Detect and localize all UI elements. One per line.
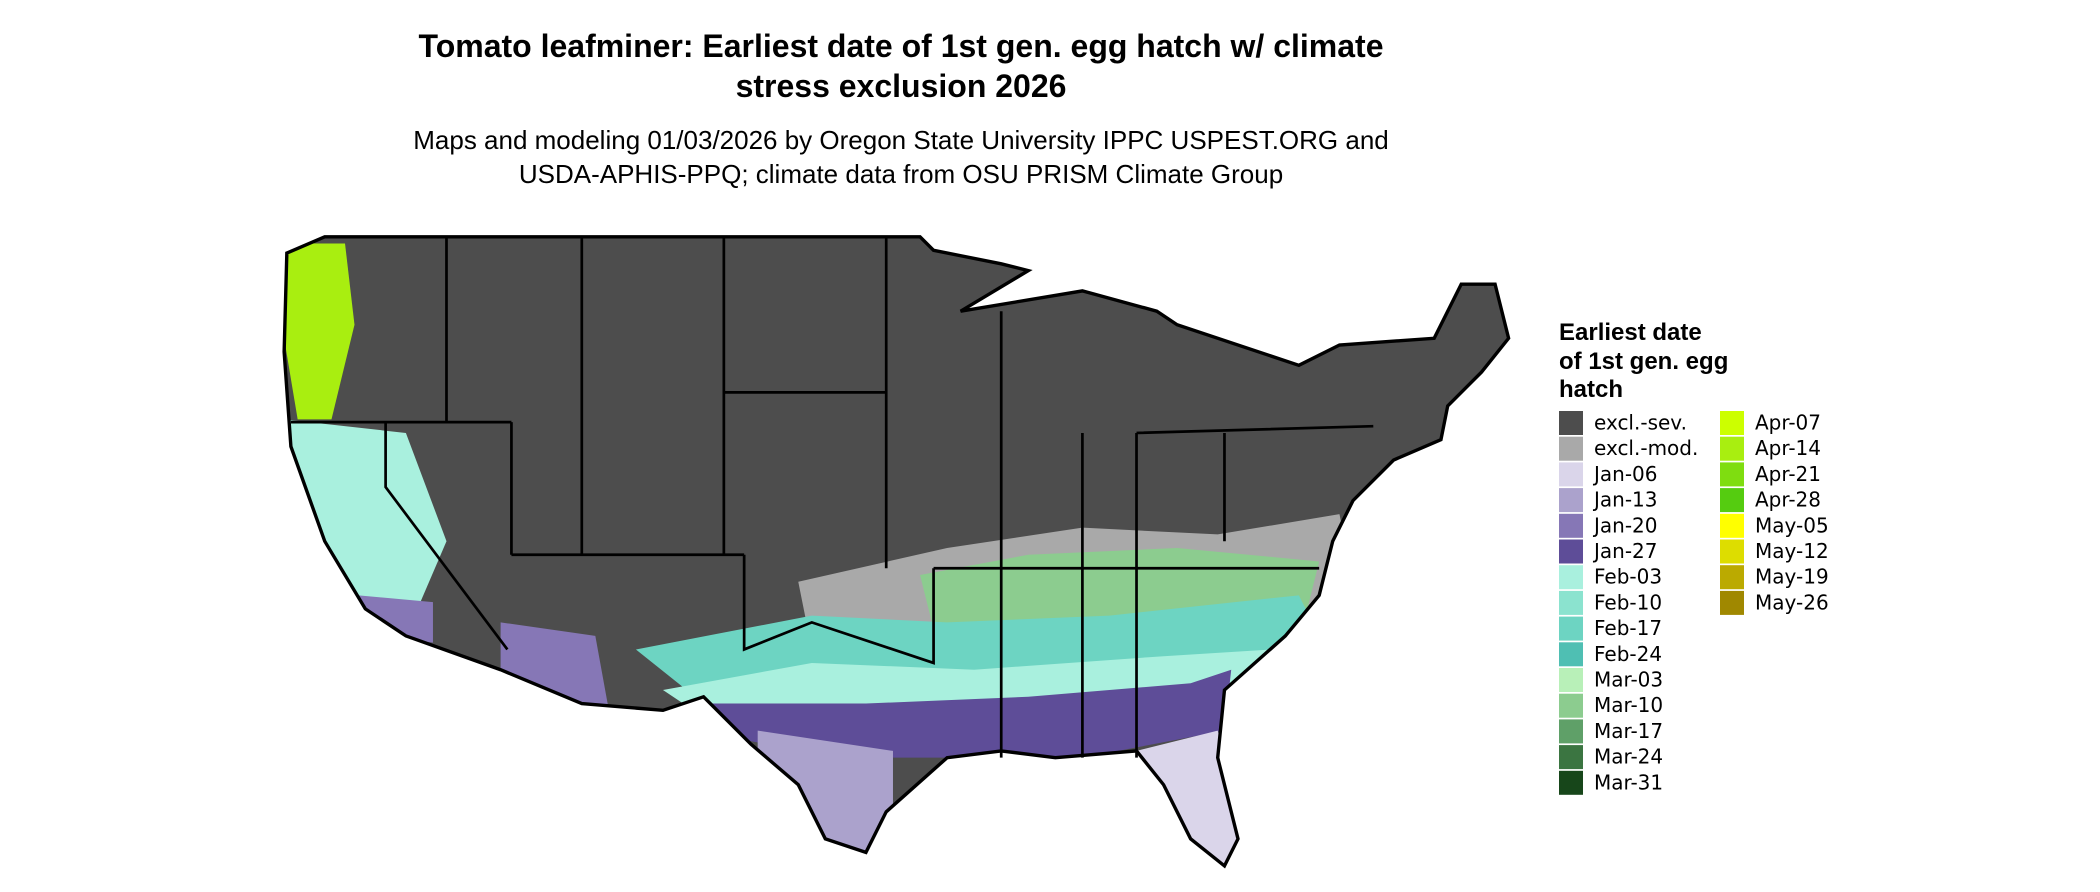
legend-swatch xyxy=(1720,590,1744,615)
legend-swatch xyxy=(1720,539,1744,564)
legend-label: Apr-21 xyxy=(1755,462,1821,486)
legend-label: Feb-10 xyxy=(1594,590,1662,614)
legend-swatch xyxy=(1559,565,1583,590)
legend-label: Jan-20 xyxy=(1592,513,1658,537)
legend-label: Jan-06 xyxy=(1592,462,1658,486)
legend-swatch xyxy=(1559,693,1583,718)
legend-label: excl.-sev. xyxy=(1594,411,1687,435)
legend-label: May-19 xyxy=(1755,565,1829,589)
legend-swatch xyxy=(1559,539,1583,564)
legend-label: Jan-27 xyxy=(1592,539,1658,563)
subtitle-line: USDA-APHIS-PPQ; climate data from OSU PR… xyxy=(519,159,1283,189)
title-line: Tomato leafminer: Earliest date of 1st g… xyxy=(419,28,1384,64)
legend-label: Mar-17 xyxy=(1594,719,1663,743)
legend-swatch xyxy=(1559,462,1583,487)
legend-label: Mar-24 xyxy=(1594,745,1663,769)
legend-label: Feb-03 xyxy=(1594,565,1662,589)
map xyxy=(282,235,1511,869)
legend-swatch xyxy=(1559,513,1583,538)
legend-swatch xyxy=(1559,719,1583,744)
legend-swatch xyxy=(1559,668,1583,692)
legend-label: Mar-31 xyxy=(1594,770,1663,794)
legend-swatch xyxy=(1720,436,1744,461)
legend-label: excl.-mod. xyxy=(1594,436,1698,460)
legend-label: Feb-17 xyxy=(1594,616,1662,640)
legend-swatch xyxy=(1720,513,1744,538)
legend-swatch xyxy=(1559,642,1583,667)
legend-label: Jan-13 xyxy=(1592,488,1658,512)
legend-swatch xyxy=(1559,616,1583,641)
legend-swatch xyxy=(1559,436,1583,461)
legend-label: Mar-03 xyxy=(1594,668,1663,692)
legend-swatch xyxy=(1720,565,1744,590)
legend-swatch xyxy=(1559,411,1583,435)
title-line: stress exclusion 2026 xyxy=(736,68,1067,104)
legend-swatch xyxy=(1559,770,1583,795)
legend-swatch xyxy=(1559,745,1583,770)
legend-swatch xyxy=(1720,411,1744,435)
legend-title: Earliest date xyxy=(1559,319,1702,346)
legend-label: May-26 xyxy=(1755,590,1829,614)
subtitle-line: Maps and modeling 01/03/2026 by Oregon S… xyxy=(413,125,1389,155)
legend-swatch xyxy=(1720,462,1744,487)
legend-title: of 1st gen. egg xyxy=(1559,348,1728,375)
legend-label: May-05 xyxy=(1755,513,1829,537)
legend-swatch xyxy=(1559,488,1583,513)
legend-label: Apr-28 xyxy=(1755,488,1821,512)
legend: Earliest date of 1st gen. egg hatch excl… xyxy=(1559,319,1829,795)
legend-swatch xyxy=(1720,488,1744,513)
legend-label: May-12 xyxy=(1755,539,1829,563)
legend-label: Mar-10 xyxy=(1594,693,1663,717)
legend-label: Apr-07 xyxy=(1755,411,1821,435)
legend-label: Feb-24 xyxy=(1594,642,1662,666)
legend-label: Apr-14 xyxy=(1755,436,1821,460)
legend-title: hatch xyxy=(1559,376,1623,403)
legend-swatch xyxy=(1559,590,1583,615)
